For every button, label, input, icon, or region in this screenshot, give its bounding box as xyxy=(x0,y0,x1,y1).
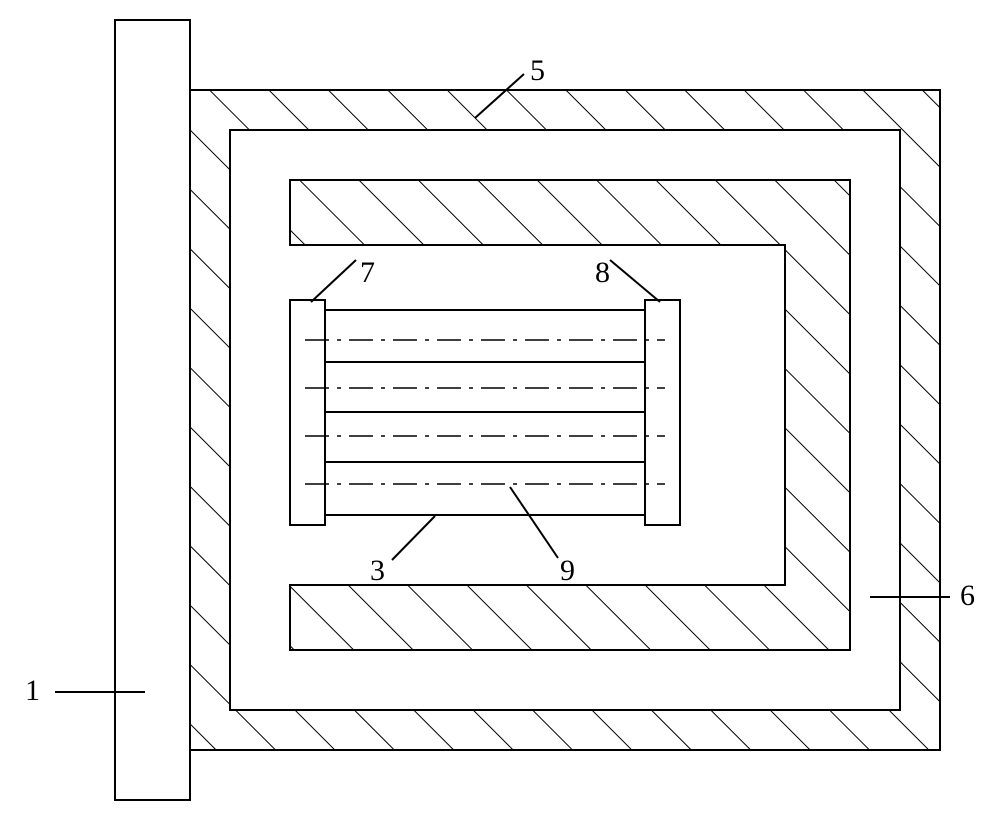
label-1-text: 1 xyxy=(25,674,40,707)
label-8-text: 8 xyxy=(595,256,610,289)
technical-diagram: 1 3 5 6 7 8 9 xyxy=(0,0,1000,829)
left-end-plate xyxy=(290,300,325,525)
right-end-plate xyxy=(645,300,680,525)
label-7: 7 xyxy=(311,256,375,302)
core-stack xyxy=(305,310,665,515)
label-8: 8 xyxy=(595,256,660,302)
mounting-bar xyxy=(115,20,190,800)
label-3: 3 xyxy=(370,516,435,587)
label-3-text: 3 xyxy=(370,554,385,587)
label-7-text: 7 xyxy=(360,256,375,289)
label-5-text: 5 xyxy=(530,54,545,87)
label-6-text: 6 xyxy=(960,579,975,612)
label-9-text: 9 xyxy=(560,554,575,587)
